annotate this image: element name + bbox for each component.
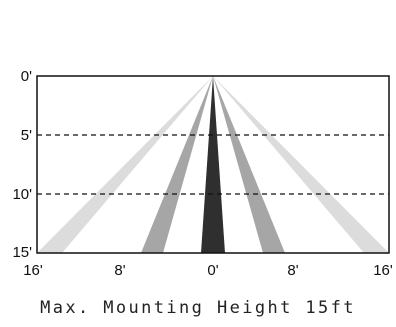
y-label-0: 0'	[21, 68, 32, 85]
outer-beam-right	[213, 76, 389, 253]
x-label-8-right: 8'	[287, 262, 298, 279]
x-label-8-left: 8'	[114, 262, 125, 279]
mounting-height-caption: Max. Mounting Height 15ft	[40, 298, 356, 318]
center-beam	[201, 76, 225, 253]
x-label-0: 0'	[207, 262, 218, 279]
y-label-15: 15'	[12, 244, 32, 261]
middle-beam-right	[213, 76, 285, 253]
middle-beam-left	[141, 76, 213, 253]
outer-beam-left	[37, 76, 213, 253]
x-label-16-left: 16'	[23, 262, 43, 279]
x-label-16-right: 16'	[373, 262, 393, 279]
diagram-frame	[36, 75, 390, 254]
y-label-5: 5'	[21, 127, 32, 144]
y-label-10: 10'	[12, 186, 32, 203]
